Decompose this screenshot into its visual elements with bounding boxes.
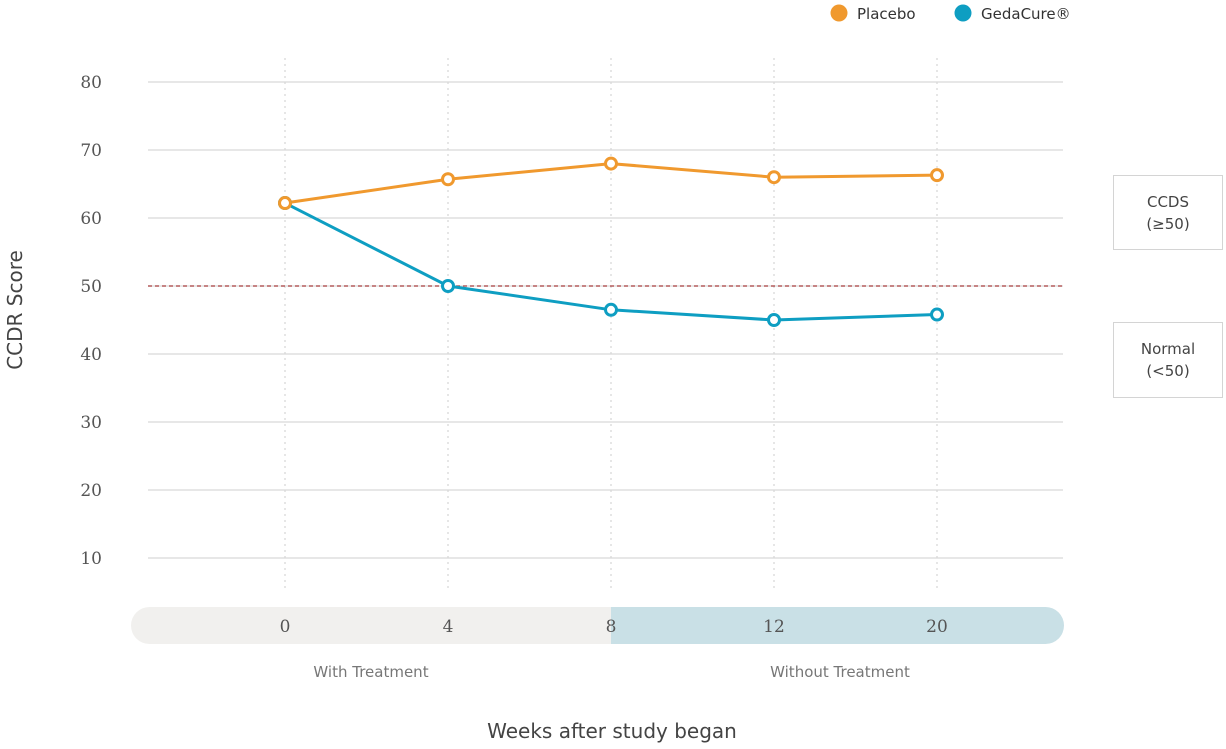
band-with-treatment	[131, 607, 611, 644]
x-tick-label: 8	[606, 617, 617, 637]
vertical-gridlines	[284, 58, 938, 590]
phase-label: With Treatment	[313, 663, 428, 681]
x-axis-ticks: 0 4 8 12 20	[280, 617, 948, 637]
zone-name-ccds: CCDS	[1146, 192, 1190, 211]
legend-label: Placebo	[857, 5, 916, 23]
data-point	[604, 156, 618, 171]
band-without-treatment	[611, 607, 1064, 644]
y-tick-label: 30	[80, 413, 102, 433]
zone-name-normal: Normal	[1140, 340, 1196, 358]
data-point	[930, 307, 944, 322]
x-tick-label: 0	[280, 617, 291, 637]
x-axis-band	[131, 607, 1064, 644]
x-axis-title: Weeks after study began	[487, 719, 737, 743]
y-axis-title: CCDR Score	[3, 250, 27, 370]
zone-range-ccds: (≥50)	[1146, 214, 1190, 233]
data-point	[767, 170, 781, 185]
zone-box-ccds: CCDS (≥50)	[1113, 175, 1223, 250]
y-axis-ticks: 10 20 30 40 50 60 70 80	[80, 73, 102, 569]
y-tick-label: 80	[80, 73, 102, 93]
x-tick-label: 20	[926, 617, 948, 637]
gridlines	[148, 81, 1063, 559]
x-tick-label: 4	[443, 617, 454, 637]
data-point	[767, 313, 781, 327]
y-tick-label: 40	[80, 345, 102, 365]
zone-box-normal: Normal (<50)	[1113, 322, 1223, 398]
y-tick-label: 60	[80, 209, 102, 229]
zone-range-normal: (<50)	[1146, 362, 1190, 380]
y-tick-label: 50	[80, 277, 102, 297]
y-tick-label: 70	[80, 141, 102, 161]
series-group	[278, 156, 944, 327]
legend: Placebo GedaCure®	[830, 4, 1071, 23]
data-point	[930, 168, 944, 183]
legend-label: GedaCure®	[981, 5, 1071, 23]
data-point	[604, 302, 618, 317]
phase-labels: With Treatment Without Treatment	[313, 663, 910, 681]
legend-swatch	[830, 4, 848, 22]
data-point	[278, 196, 292, 211]
y-tick-label: 20	[80, 481, 102, 501]
x-tick-label: 12	[763, 617, 785, 637]
legend-swatch	[954, 4, 972, 22]
phase-label: Without Treatment	[770, 663, 910, 681]
y-tick-label: 10	[80, 549, 102, 569]
data-point	[441, 279, 455, 293]
data-point	[441, 172, 455, 187]
